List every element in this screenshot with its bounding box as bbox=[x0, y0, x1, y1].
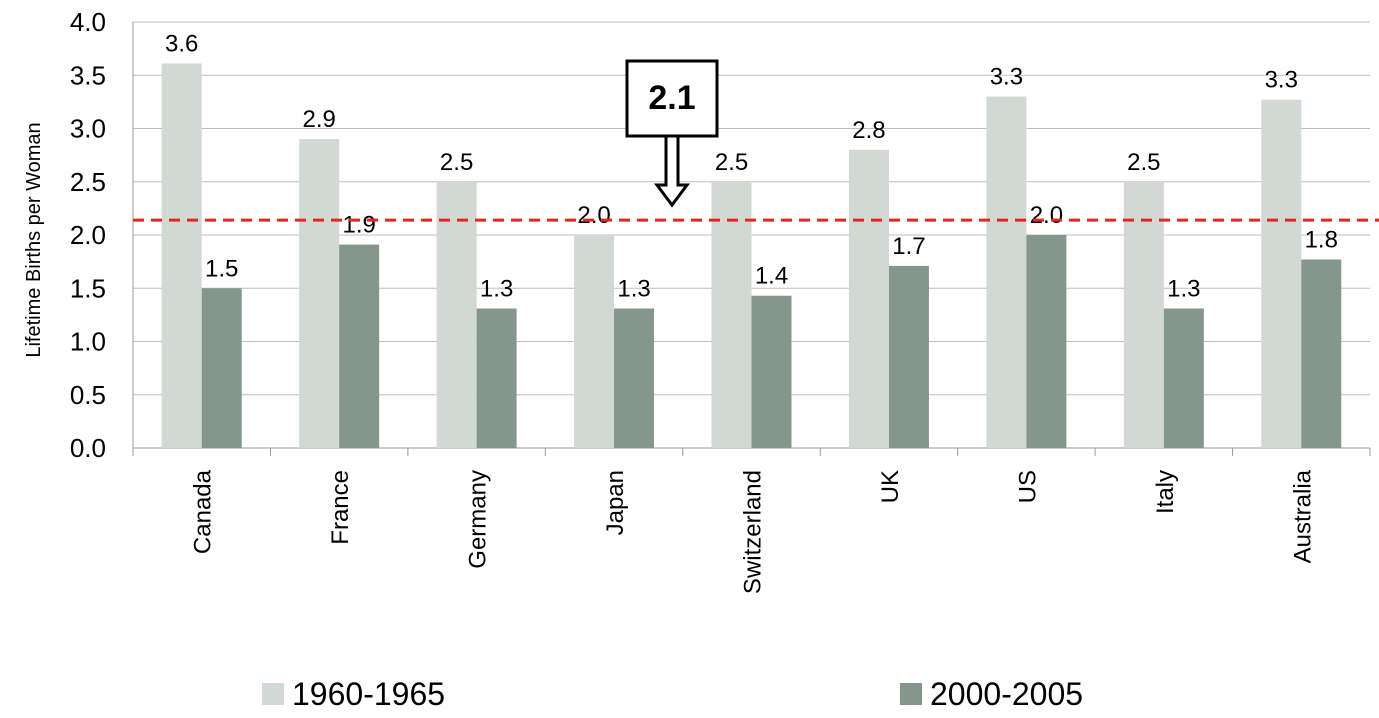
x-tick-label: UK bbox=[877, 470, 904, 503]
y-tick-label: 2.5 bbox=[70, 167, 106, 197]
data-label: 2.5 bbox=[440, 149, 473, 176]
data-label: 1.5 bbox=[205, 255, 238, 282]
bar-series1 bbox=[986, 96, 1027, 449]
data-label: 3.3 bbox=[990, 64, 1023, 91]
bars bbox=[161, 63, 1342, 449]
data-label: 1.8 bbox=[1305, 226, 1338, 253]
bar-series1 bbox=[299, 139, 340, 448]
x-tick-label: Canada bbox=[190, 469, 217, 554]
data-label: 2.8 bbox=[852, 117, 885, 144]
data-label: 3.6 bbox=[165, 31, 198, 58]
legend-swatch bbox=[262, 683, 284, 705]
y-tick-label: 2.0 bbox=[70, 220, 106, 250]
data-label: 1.3 bbox=[617, 275, 650, 302]
legend: 1960-1965 2000-2005 bbox=[262, 676, 1083, 712]
bar-series1 bbox=[436, 181, 477, 448]
data-label: 2.5 bbox=[1127, 149, 1160, 176]
data-labels: 3.6 1.5 2.9 1.9 2.5 1.3 2.0 1.3 2.5 1.4 2.8 1.7 3.3 2… bbox=[165, 31, 1338, 303]
bar-series2 bbox=[614, 308, 655, 448]
bar-series2 bbox=[1301, 259, 1342, 448]
legend-label: 2000-2005 bbox=[930, 676, 1083, 712]
data-label: 1.3 bbox=[480, 275, 513, 302]
bar-series2 bbox=[339, 244, 380, 448]
data-label: 1.3 bbox=[1167, 275, 1200, 302]
bar-series1 bbox=[1123, 181, 1164, 448]
bar-series1 bbox=[574, 235, 615, 448]
y-tick-label: 0.5 bbox=[70, 380, 106, 410]
bar-series2 bbox=[888, 265, 929, 448]
reference-callout-box bbox=[625, 59, 719, 138]
x-tick-label: US bbox=[1014, 470, 1041, 503]
x-tick-label: Japan bbox=[602, 470, 629, 535]
data-label: 2.0 bbox=[1030, 202, 1063, 229]
bar-series2 bbox=[1026, 235, 1067, 448]
x-tick-label: Italy bbox=[1152, 470, 1179, 514]
bar-series1 bbox=[1261, 99, 1302, 449]
data-label: 3.3 bbox=[1265, 67, 1298, 94]
bar-series2 bbox=[476, 308, 517, 448]
bar-series2 bbox=[751, 295, 792, 448]
x-tick-label: Germany bbox=[465, 470, 492, 569]
y-tick-label: 0.0 bbox=[70, 433, 106, 463]
data-label: 2.9 bbox=[302, 106, 335, 133]
data-label: 1.7 bbox=[892, 233, 925, 260]
y-tick-label: 4.0 bbox=[70, 7, 106, 37]
legend-label: 1960-1965 bbox=[292, 676, 445, 712]
data-label: 2.5 bbox=[715, 149, 748, 176]
x-tick-label: Switzerland bbox=[740, 470, 767, 594]
reference-callout-label: 2.1 bbox=[648, 79, 695, 117]
bar-series1 bbox=[161, 63, 202, 448]
axes: 0.0 0.5 1.0 1.5 2.0 2.5 3.0 3.5 4.0 Canada France G… bbox=[70, 7, 1371, 594]
bar-series1 bbox=[848, 149, 889, 449]
y-tick-label: 3.5 bbox=[70, 60, 106, 90]
y-tick-label: 3.0 bbox=[70, 114, 106, 144]
y-tick-label: 1.5 bbox=[70, 273, 106, 303]
bar-series2 bbox=[201, 288, 242, 448]
bar-series1 bbox=[711, 181, 752, 448]
y-axis-label: Lifetime Births per Woman bbox=[23, 122, 45, 357]
bar-series2 bbox=[1163, 308, 1204, 448]
data-label: 1.4 bbox=[755, 263, 788, 290]
y-tick-label: 1.0 bbox=[70, 327, 106, 357]
x-tick-label: Australia bbox=[1289, 469, 1316, 563]
down-arrow-icon bbox=[654, 134, 690, 208]
data-label: 2.0 bbox=[577, 202, 610, 229]
legend-swatch bbox=[900, 683, 922, 705]
x-tick-label: France bbox=[327, 470, 354, 545]
reference-line-group: 2.1 bbox=[133, 59, 1379, 222]
data-label: 1.9 bbox=[342, 212, 375, 239]
